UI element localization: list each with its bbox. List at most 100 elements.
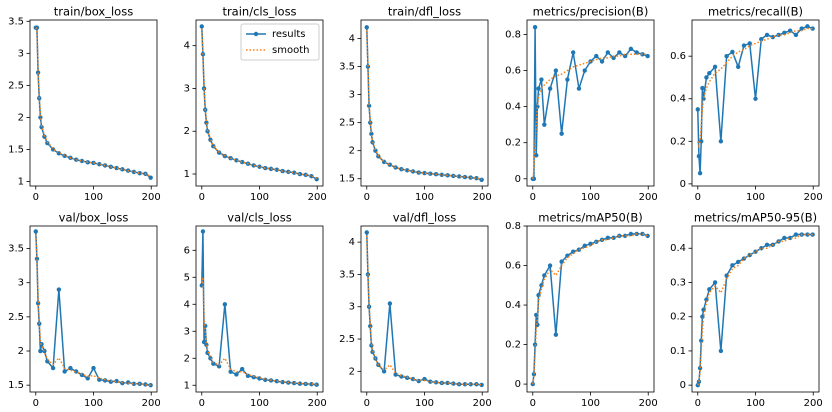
y-tick-label: 1.5	[8, 144, 24, 155]
y-tick-label: 1.5	[8, 380, 24, 391]
x-tick-label: 0	[695, 192, 701, 203]
y-tick-label: 0.6	[670, 51, 686, 62]
chart-title: metrics/recall(B)	[708, 5, 803, 19]
data-point	[695, 107, 700, 112]
data-point	[565, 77, 570, 82]
data-point	[137, 170, 142, 176]
data-point	[211, 144, 216, 149]
x-tick-label: 100	[415, 398, 434, 409]
data-point	[542, 122, 547, 127]
data-point	[707, 71, 712, 76]
y-tick-label: 2.5	[339, 334, 355, 345]
data-point	[753, 96, 758, 101]
data-point	[628, 231, 634, 237]
data-point	[120, 167, 125, 172]
data-point	[559, 259, 564, 264]
data-point	[428, 171, 433, 176]
x-tick-label: 0	[530, 192, 536, 203]
series-line	[35, 27, 151, 178]
legend-label: smooth	[272, 45, 309, 56]
data-point	[553, 68, 559, 73]
x-tick-label: 0	[364, 398, 370, 409]
data-point	[38, 348, 43, 354]
data-point	[366, 103, 372, 109]
series-line	[366, 235, 482, 386]
data-point	[148, 175, 153, 180]
y-tick-label: 0.4	[505, 300, 521, 311]
plot-frame	[526, 19, 655, 187]
data-point	[617, 50, 622, 55]
y-tick-label: 0.8	[505, 29, 521, 40]
data-point	[704, 75, 709, 80]
data-point	[588, 241, 593, 246]
data-point	[697, 365, 703, 371]
data-point	[404, 168, 410, 173]
data-point	[62, 153, 67, 159]
x-tick-label: 200	[804, 192, 823, 203]
y-tick-label: 0.6	[505, 66, 521, 77]
data-point	[582, 68, 587, 73]
chart-title: metrics/precision(B)	[533, 5, 649, 19]
data-point	[422, 376, 427, 382]
x-tick-label: 0	[530, 398, 536, 409]
x-tick-label: 0	[199, 192, 205, 203]
x-tick-label: 200	[142, 398, 161, 409]
data-point	[410, 376, 416, 382]
x-tick-label: 200	[473, 398, 492, 409]
data-point	[251, 374, 256, 380]
data-point	[97, 162, 102, 167]
y-tick-label: 3	[349, 90, 355, 101]
plot-frame	[691, 225, 820, 393]
y-tick-label: 1	[184, 380, 190, 391]
data-point	[782, 235, 787, 241]
chart-title: train/dfl_loss	[388, 5, 461, 19]
data-point	[368, 120, 373, 125]
y-tick-label: 2.5	[339, 118, 355, 129]
x-tick-label: 200	[639, 398, 658, 409]
x-tick-label: 200	[308, 192, 327, 203]
y-tick-label: 0.4	[505, 102, 521, 113]
data-point	[468, 382, 473, 387]
chart-title: train/box_loss	[54, 5, 133, 19]
data-point	[399, 374, 404, 379]
legend-label: results	[272, 29, 306, 40]
data-point	[79, 372, 85, 378]
data-point	[547, 86, 553, 91]
data-point	[410, 169, 416, 174]
data-point	[793, 32, 799, 38]
data-point	[239, 366, 245, 372]
y-tick-label: 2	[18, 112, 24, 123]
series-line	[366, 27, 482, 181]
data-point	[79, 158, 85, 164]
y-tick-label: 3	[184, 326, 190, 337]
legend-box	[240, 23, 320, 61]
y-tick-label: 3	[18, 278, 24, 289]
data-point	[451, 381, 456, 386]
data-point	[479, 382, 484, 388]
data-point	[368, 323, 373, 329]
x-tick-label: 0	[695, 398, 701, 409]
data-point	[536, 86, 541, 91]
x-tick-label: 200	[639, 192, 658, 203]
data-point	[68, 365, 73, 371]
data-point	[570, 50, 576, 55]
data-point	[696, 154, 702, 159]
data-point	[131, 381, 137, 387]
y-tick-label: 2	[349, 366, 355, 377]
data-point	[724, 53, 729, 59]
data-point	[611, 55, 616, 61]
y-tick-label: 0.8	[505, 221, 521, 232]
data-point	[730, 49, 735, 55]
data-point	[274, 379, 280, 384]
plot-frame	[691, 19, 820, 187]
data-point	[805, 24, 810, 29]
data-point	[479, 177, 484, 183]
y-tick-label: 0.2	[505, 138, 521, 149]
data-point	[35, 300, 41, 306]
x-tick-label: 100	[84, 192, 103, 203]
plot-frame	[526, 225, 655, 393]
data-point	[697, 171, 703, 176]
data-point	[208, 137, 213, 142]
x-tick-label: 0	[33, 398, 39, 409]
data-point	[364, 25, 369, 30]
